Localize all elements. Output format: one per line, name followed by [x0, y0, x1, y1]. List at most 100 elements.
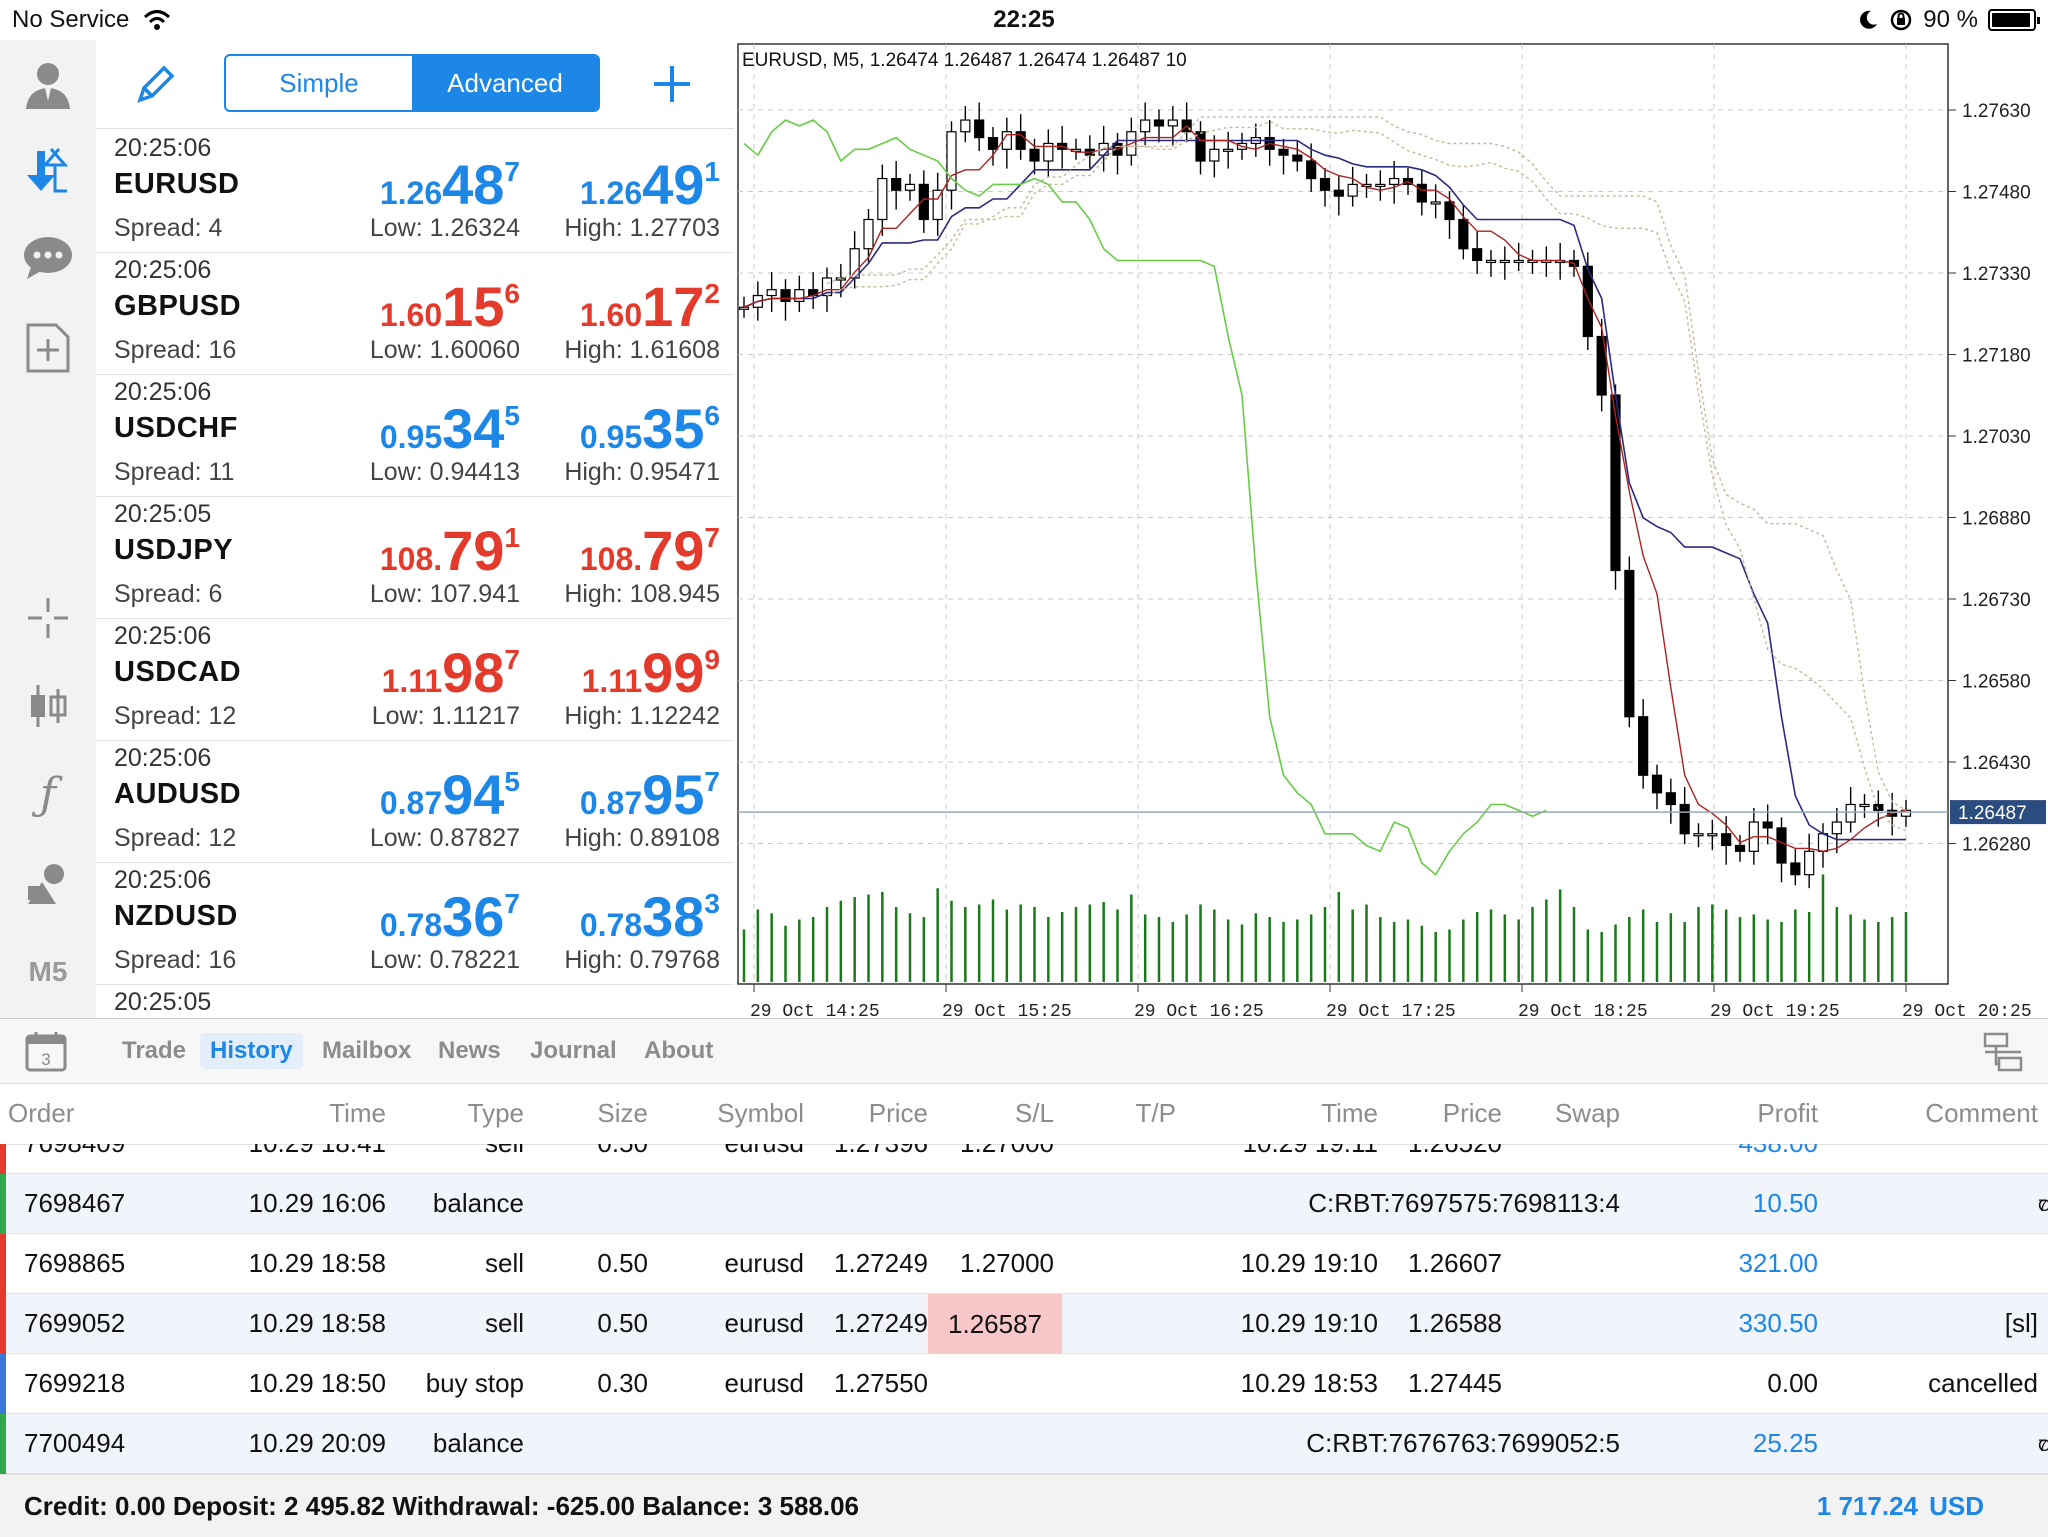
y-tick-label: 1.26430 [1962, 753, 2031, 774]
candle-body [1499, 259, 1510, 264]
quote-low: Low: 1.11217 [371, 702, 520, 730]
col-close-price[interactable]: Price [1442, 1098, 1502, 1128]
candle-body [1845, 803, 1856, 823]
history-row[interactable]: 7698409 10.29 18:41 sell 0.50 eurusd 1.27… [0, 1144, 2048, 1174]
simple-tab[interactable]: Simple [279, 67, 359, 98]
new-order-icon[interactable] [18, 318, 78, 378]
bid-price[interactable]: 1.11987 [381, 641, 520, 704]
bid-price[interactable]: 108.791 [379, 519, 520, 582]
tab-journal[interactable]: Journal [530, 1037, 617, 1064]
candle-body [1444, 201, 1455, 221]
col-close-time[interactable]: Time [1321, 1098, 1378, 1128]
account-icon[interactable] [18, 54, 78, 114]
history-row[interactable]: 7699052 10.29 18:58 sell 0.50 eurusd 1.27… [0, 1294, 2048, 1354]
col-price[interactable]: Price [868, 1098, 928, 1128]
quote-row-partial[interactable]: 20:25:05 [96, 984, 734, 1024]
quote-time: 20:25:06 [114, 256, 212, 284]
ask-price[interactable]: 0.87957 [579, 763, 720, 826]
history-row[interactable]: 7698865 10.29 18:58 sell 0.50 eurusd 1.27… [0, 1234, 2048, 1294]
add-symbol-icon[interactable] [648, 60, 696, 108]
chart-canvas[interactable]: 1.27630 1.27480 1.27330 1.27180 1.27030 1.268… [736, 40, 2048, 1022]
history-row[interactable]: 7699218 10.29 18:50 buy stop 0.30 eurusd … [0, 1354, 2048, 1414]
quote-row-usdjpy[interactable]: 20:25:05 USDJPY Spread: 6 108.791 108.79… [96, 496, 734, 619]
cell-size: 0.50 [597, 1248, 648, 1278]
bid-price[interactable]: 0.95345 [379, 397, 520, 460]
chat-icon[interactable] [18, 228, 78, 288]
clock: 22:25 [993, 6, 1055, 33]
quote-row-eurusd[interactable]: 20:25:06 EURUSD Spread: 4 1.26487 1.2649… [96, 130, 734, 253]
y-tick-label: 1.27630 [1962, 101, 2031, 122]
tab-news[interactable]: News [438, 1037, 501, 1064]
trade-arrows-icon[interactable] [18, 140, 78, 200]
ask-price[interactable]: 0.95356 [579, 397, 720, 460]
ask-price[interactable]: 108.797 [579, 519, 720, 582]
candle-body [794, 289, 805, 302]
quote-row-usdchf[interactable]: 20:25:06 USDCHF Spread: 11 0.95345 0.953… [96, 374, 734, 497]
col-type[interactable]: Type [467, 1098, 524, 1128]
col-sl[interactable]: S/L [1014, 1098, 1054, 1128]
candle-body [1153, 119, 1165, 127]
cell-close-time: 10.29 19:10 [1240, 1248, 1378, 1278]
calendar-icon[interactable]: 3 [24, 1029, 68, 1073]
candle-body [1458, 218, 1469, 250]
tab-about[interactable]: About [644, 1037, 714, 1064]
advanced-tab[interactable]: Advanced [412, 56, 598, 110]
ask-price[interactable]: 1.11999 [581, 641, 720, 704]
quote-row-nzdusd[interactable]: 20:25:06 NZDUSD Spread: 16 0.78367 0.783… [96, 862, 734, 985]
objects-icon[interactable] [18, 854, 78, 914]
y-tick-label: 1.27330 [1962, 264, 2031, 285]
y-tick-label: 1.27030 [1962, 427, 2031, 448]
col-symbol[interactable]: Symbol [717, 1098, 804, 1128]
col-tp[interactable]: T/P [1135, 1098, 1176, 1128]
cell-sl: 1.27000 [960, 1248, 1054, 1278]
cell-profit: 438.00 [1738, 1144, 1818, 1159]
col-time[interactable]: Time [329, 1098, 386, 1128]
candle-body [863, 218, 874, 250]
crosshair-icon[interactable] [18, 588, 78, 648]
quote-row-usdcad[interactable]: 20:25:06 USDCAD Spread: 12 1.11987 1.119… [96, 618, 734, 741]
x-tick-label: 29 Oct 20:25 [1902, 1002, 2032, 1018]
history-row[interactable]: 7700494 10.29 20:09 balance C:RBT:7676763… [0, 1414, 2048, 1474]
battery-percent: 90 % [1923, 6, 1978, 33]
quote-high: High: 0.89108 [564, 824, 720, 852]
timeframe-button[interactable]: M5 [28, 956, 68, 987]
indicators-icon[interactable]: ƒ [39, 768, 57, 820]
candle-body [932, 189, 943, 221]
tab-history[interactable]: History [200, 1033, 303, 1069]
history-row[interactable]: 7698467 10.29 16:06 balance C:RBT:7697575… [0, 1174, 2048, 1234]
quote-row-gbpusd[interactable]: 20:25:06 GBPUSD Spread: 16 1.60156 1.601… [96, 252, 734, 375]
bid-price[interactable]: 0.78367 [379, 885, 520, 948]
candle-body [780, 289, 791, 302]
col-comment[interactable]: Comment [1925, 1098, 2038, 1128]
candle-body [1209, 148, 1220, 162]
chart-type-icon[interactable] [18, 676, 78, 736]
bid-price[interactable]: 0.87945 [379, 763, 520, 826]
ask-price[interactable]: 1.26491 [579, 153, 720, 216]
ask-price[interactable]: 0.78383 [579, 885, 720, 948]
quote-symbol: NZDUSD [114, 900, 238, 932]
battery-icon [1988, 9, 2040, 31]
account-summary-bar: Credit: 0.00 Deposit: 2 495.82 Withdrawa… [0, 1474, 2048, 1537]
col-swap[interactable]: Swap [1554, 1098, 1620, 1128]
quote-row-audusd[interactable]: 20:25:06 AUDUSD Spread: 12 0.87945 0.879… [96, 740, 734, 863]
col-profit[interactable]: Profit [1757, 1098, 1818, 1128]
candle-body [1167, 119, 1178, 127]
candle-body [1043, 142, 1054, 162]
row-type-marker [0, 1234, 6, 1294]
price-chart[interactable]: 1.27630 1.27480 1.27330 1.27180 1.27030 1.268… [736, 40, 2048, 1022]
ask-price[interactable]: 1.60172 [579, 275, 720, 338]
candle-body [877, 177, 888, 221]
cell-close-time: 10.29 19:11 [1243, 1144, 1378, 1159]
tab-mailbox[interactable]: Mailbox [322, 1037, 412, 1064]
edit-pencil-icon[interactable] [134, 62, 178, 106]
layout-toggle-icon[interactable] [1982, 1031, 2024, 1073]
cell-profit: 0.00 [1767, 1368, 1818, 1398]
history-table-body[interactable]: 7698409 10.29 18:41 sell 0.50 eurusd 1.27… [0, 1144, 2048, 1474]
col-order[interactable]: Order [8, 1098, 75, 1128]
chart-header: EURUSD, M5, 1.26474 1.26487 1.26474 1.26… [742, 50, 1187, 71]
tab-trade[interactable]: Trade [122, 1037, 187, 1064]
col-size[interactable]: Size [597, 1098, 648, 1128]
bid-price[interactable]: 1.60156 [379, 275, 520, 338]
bid-price[interactable]: 1.26487 [379, 153, 520, 216]
candle-body [946, 131, 957, 191]
